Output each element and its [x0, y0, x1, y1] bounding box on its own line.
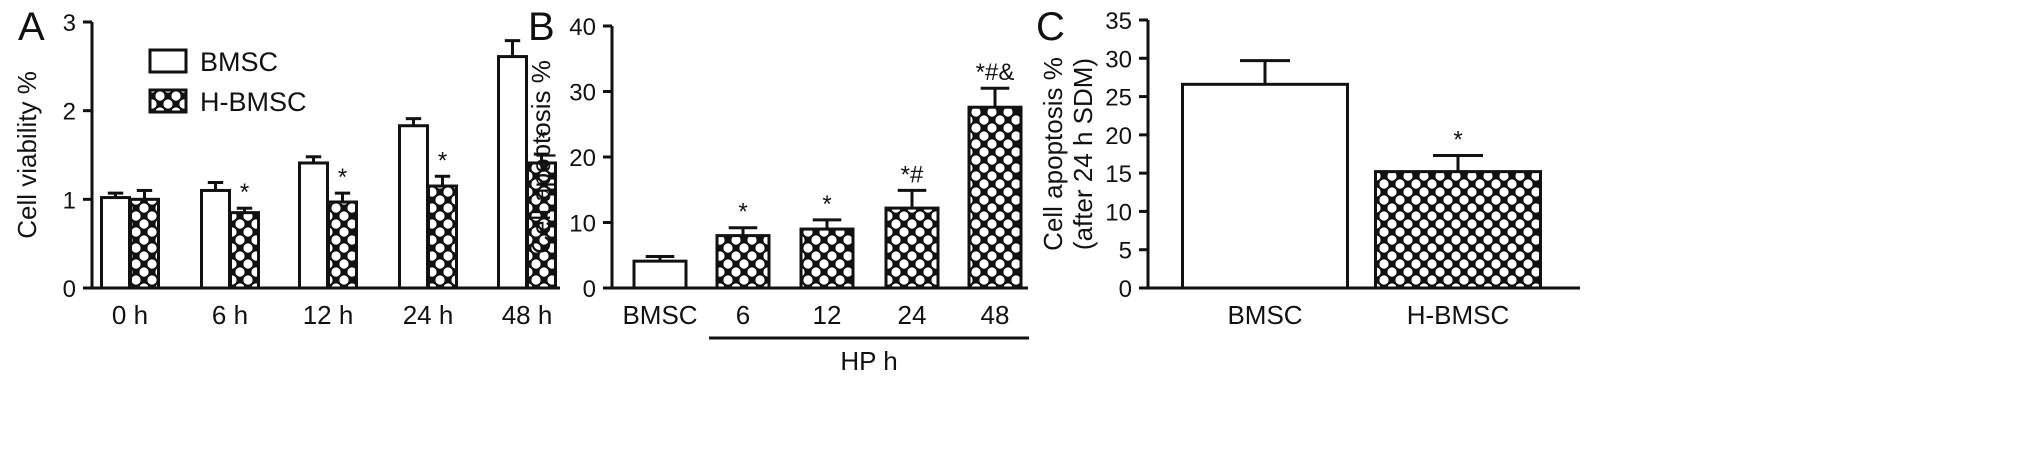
x-tick-label: 48: [981, 300, 1010, 330]
y-tick-label: 3: [63, 10, 76, 37]
significance-annotation: *: [738, 199, 747, 226]
x-tick-label: 6 h: [212, 300, 248, 330]
y-axis-label: Cell apoptosis %: [526, 60, 556, 254]
panel-letter: A: [18, 5, 45, 49]
significance-annotation: *: [438, 147, 447, 174]
y-tick-label: 10: [569, 211, 596, 238]
y-tick-label: 0: [583, 276, 596, 303]
y-tick-label: 0: [1119, 276, 1132, 303]
bar: [129, 197, 160, 290]
y-tick-label: 0: [63, 276, 76, 303]
x-tick-label: 24: [898, 300, 927, 330]
y-axis-label: Cell viability %: [12, 71, 42, 239]
bar: [327, 200, 358, 290]
bar: [632, 259, 688, 290]
significance-annotation: *: [537, 125, 546, 152]
y-tick-label: 20: [569, 145, 596, 172]
bar: [398, 124, 429, 290]
y-tick-label: 20: [1105, 123, 1132, 150]
x-tick-label: 24 h: [403, 300, 454, 330]
legend-label: BMSC: [200, 47, 278, 77]
bar: [526, 161, 557, 290]
significance-annotation: *#: [901, 161, 924, 188]
group-label: HP h: [840, 346, 897, 376]
bar: [100, 196, 131, 290]
x-tick-label: 48 h: [502, 300, 553, 330]
y-tick-label: 30: [1105, 46, 1132, 73]
x-tick-label: H-BMSC: [1407, 300, 1510, 330]
significance-annotation: *: [240, 179, 249, 206]
bar: [1374, 170, 1542, 290]
y-axis-label: Cell apoptosis %: [1038, 57, 1068, 251]
bar: [200, 188, 231, 290]
y-tick-label: 30: [569, 80, 596, 107]
y-tick-label: 2: [63, 99, 76, 126]
bar: [427, 184, 458, 290]
y-tick-label: 35: [1105, 8, 1132, 35]
bar: [1181, 82, 1349, 290]
x-tick-label: BMSC: [622, 300, 697, 330]
bar: [229, 211, 260, 290]
y-tick-label: 15: [1105, 161, 1132, 188]
y-tick-label: 40: [569, 14, 596, 41]
bar: [715, 234, 771, 290]
x-tick-label: 12 h: [303, 300, 354, 330]
bar: [884, 206, 940, 290]
legend-swatch: [148, 88, 188, 114]
bar: [497, 55, 528, 290]
significance-annotation: *: [822, 191, 831, 218]
y-tick-label: 5: [1119, 238, 1132, 265]
x-tick-label: 12: [813, 300, 842, 330]
x-tick-label: BMSC: [1227, 300, 1302, 330]
bar: [967, 105, 1023, 290]
legend-swatch: [148, 48, 188, 74]
significance-annotation: *#&: [976, 59, 1015, 86]
significance-annotation: *: [1453, 127, 1462, 154]
y-tick-label: 10: [1105, 199, 1132, 226]
significance-annotation: *: [338, 164, 347, 191]
panel-letter: C: [1036, 5, 1065, 49]
legend-label: H-BMSC: [200, 87, 307, 117]
bar: [298, 161, 329, 290]
y-tick-label: 25: [1105, 85, 1132, 112]
bar: [799, 227, 855, 290]
x-tick-label: 6: [736, 300, 750, 330]
panel-letter: B: [528, 5, 555, 49]
y-axis-label: (after 24 h SDM): [1068, 58, 1098, 250]
y-tick-label: 1: [63, 187, 76, 214]
x-tick-label: 0 h: [112, 300, 148, 330]
